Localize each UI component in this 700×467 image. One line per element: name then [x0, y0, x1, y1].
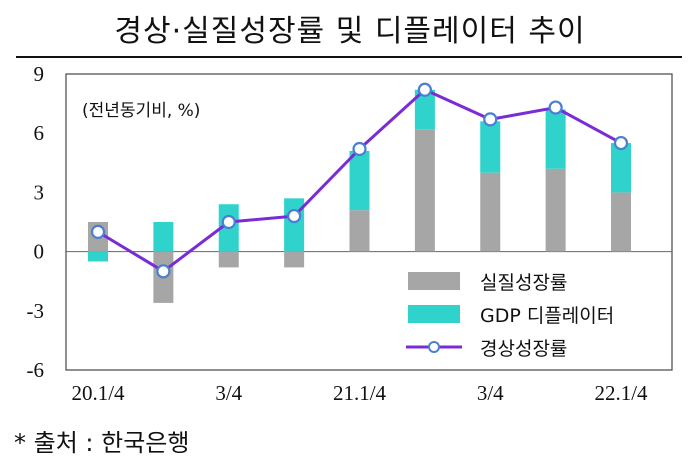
point-nominal-growth-4	[352, 141, 367, 157]
point-nominal-growth-8	[613, 135, 629, 151]
point-nominal-growth-7	[548, 100, 563, 115]
y-tick-label: 6	[34, 121, 45, 145]
point-nominal-growth-1	[156, 264, 171, 279]
bar-gdp-deflator-4	[349, 150, 370, 211]
bar-real-growth-2	[218, 251, 239, 268]
bar-real-growth-4	[349, 210, 370, 252]
bar-gdp-deflator-8	[611, 143, 631, 193]
y-tick-label: 0	[34, 240, 45, 264]
x-tick-label: 20.1/4	[71, 381, 125, 405]
y-tick-label: 9	[34, 62, 45, 86]
legend-label-gdp-deflator: GDP 디플레이터	[480, 305, 614, 327]
legend-marker-nominal-growth	[428, 341, 440, 353]
bar-gdp-deflator-1	[153, 222, 174, 252]
legend-swatch-real-growth	[408, 272, 460, 290]
point-nominal-growth-0	[90, 224, 106, 239]
chart-title: 경상·실질성장률 및 디플레이터 추이	[114, 14, 586, 49]
bar-real-growth-7	[545, 168, 566, 252]
x-tick-label: 21.1/4	[333, 381, 387, 405]
point-nominal-growth-6	[483, 112, 498, 127]
point-nominal-growth-5	[417, 82, 432, 97]
source-note: * 출처 : 한국은행	[14, 429, 190, 457]
y-tick-label: -6	[27, 358, 45, 382]
bar-real-growth-3	[284, 251, 305, 268]
y-tick-label: 3	[34, 180, 45, 204]
x-tick-label: 3/4	[477, 381, 504, 405]
legend: 실질성장률 GDP 디플레이터 경상성장률	[406, 272, 614, 360]
y-tick-label: -3	[27, 299, 45, 323]
bar-gdp-deflator-7	[545, 109, 566, 169]
x-tick-label: 3/4	[215, 381, 242, 405]
bar-gdp-deflator-0	[88, 251, 108, 262]
bar-real-growth-8	[611, 192, 631, 252]
bar-real-growth-5	[414, 129, 435, 252]
x-tick-label: 22.1/4	[594, 381, 648, 405]
bar-gdp-deflator-3	[284, 198, 305, 252]
point-nominal-growth-3	[287, 208, 302, 224]
point-nominal-growth-2	[221, 214, 236, 230]
bar-gdp-deflator-6	[480, 121, 501, 173]
legend-label-real-growth: 실질성장률	[480, 272, 567, 294]
title-underline	[16, 56, 682, 58]
bar-real-growth-6	[480, 172, 501, 252]
legend-swatch-gdp-deflator	[408, 305, 460, 323]
bar-gdp-deflator-5	[414, 89, 435, 130]
legend-label-nominal-growth: 경상성장률	[480, 338, 567, 360]
unit-label: (전년동기비, %)	[82, 101, 200, 121]
